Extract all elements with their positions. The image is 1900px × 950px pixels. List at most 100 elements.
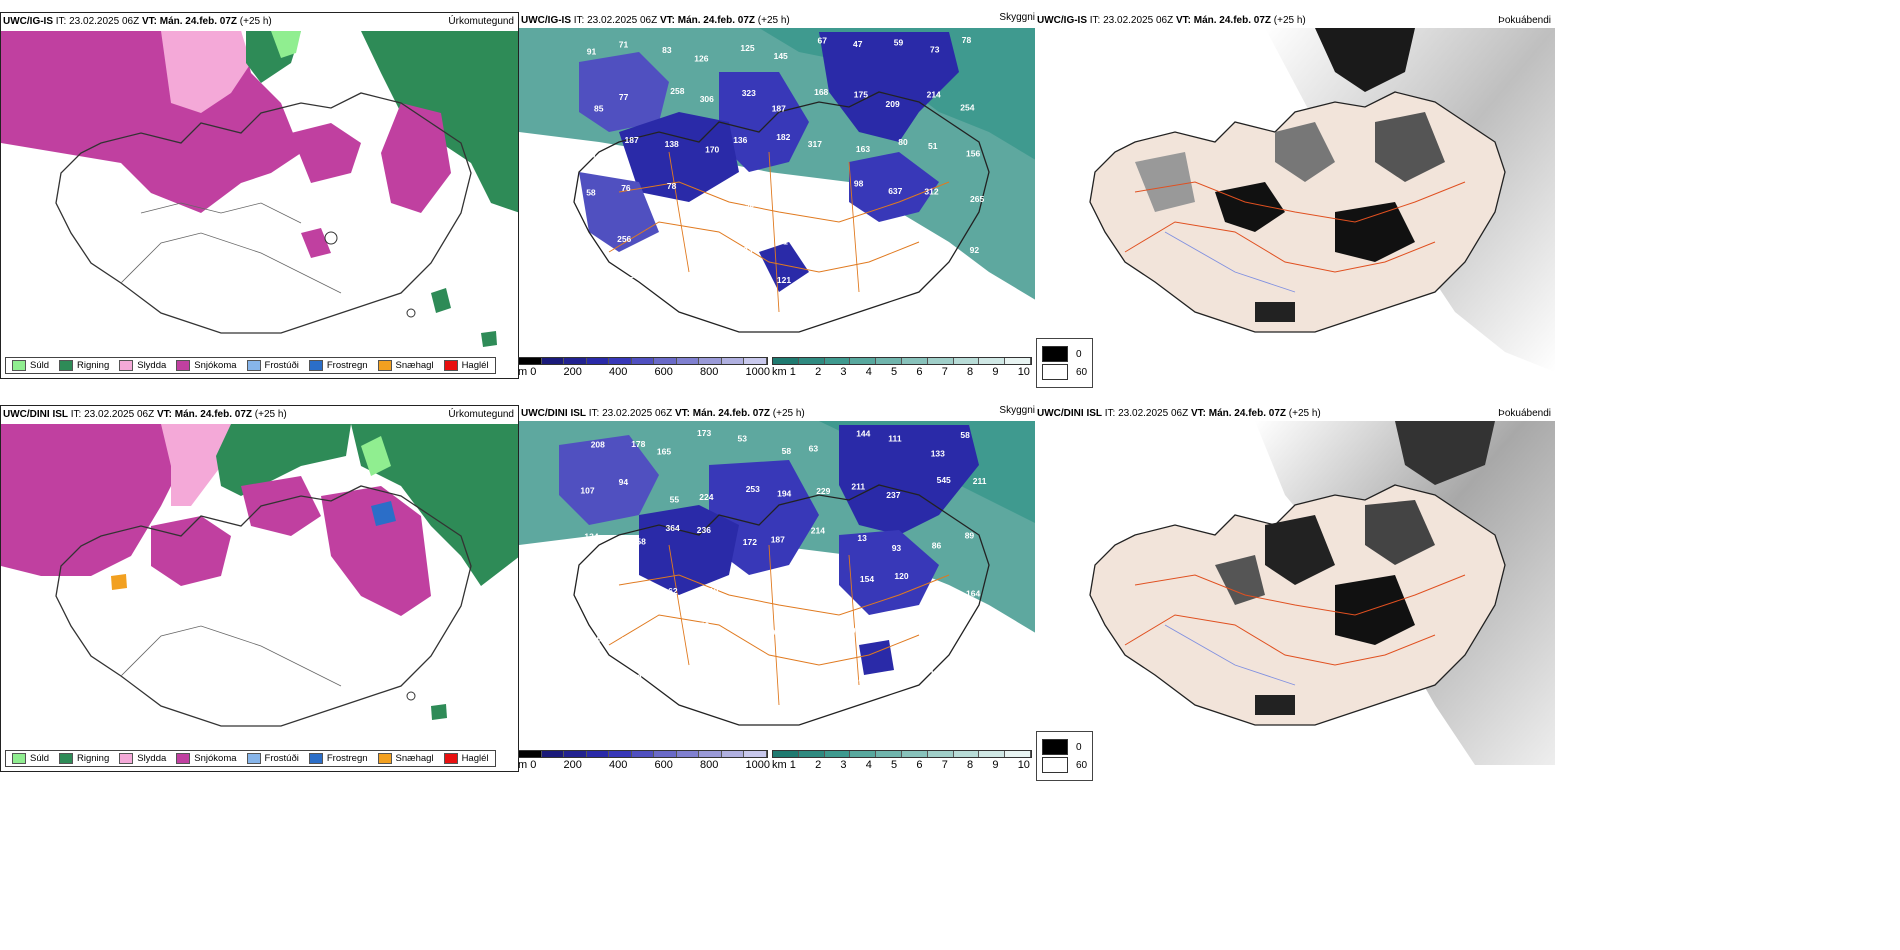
legend-swatch <box>12 360 26 371</box>
precip-value-label: 144 <box>856 428 870 438</box>
precip-value-label: 130 <box>656 275 670 285</box>
legend-swatch <box>246 753 261 764</box>
legend-item-slydda: Slydda <box>119 753 166 764</box>
precip-value-label: 98 <box>854 179 864 189</box>
precip-value-label: 175 <box>620 275 634 285</box>
precip-value-label: 209 <box>886 99 900 109</box>
precip-value-label: 58 <box>932 241 942 251</box>
precip-value-label: 138 <box>665 139 679 149</box>
precip-value-label: 317 <box>808 139 822 149</box>
precip-value-label: 71 <box>778 236 788 246</box>
precip-value-labels: 208 178 165 173 53 58 63 144 111 133 58 107 94 55 224 2… <box>580 428 986 739</box>
precip-value-label: 71 <box>619 39 629 49</box>
precip-value-label: 85 <box>859 232 869 242</box>
colorbar-segment <box>773 358 799 364</box>
precip-value-label: 26 <box>846 282 856 292</box>
precip-value-label: 58 <box>782 446 792 456</box>
precip-value-label: 224 <box>699 492 713 502</box>
legend-item-slydda: Slydda <box>119 360 166 371</box>
precip-value-label: 90 <box>851 625 861 635</box>
precip-value-label: 182 <box>776 132 790 142</box>
legend-swatch <box>119 360 134 371</box>
precip-value-label: 92 <box>970 245 980 255</box>
precip-value-label: 446 <box>656 668 670 678</box>
colorbar-segment <box>901 358 928 364</box>
colorbar-segment <box>586 751 610 757</box>
precip-value-label: 85 <box>631 582 641 592</box>
legend-swatch <box>443 753 458 764</box>
precip-value-label: 169 <box>592 633 606 643</box>
precip-value-label: 172 <box>743 537 757 547</box>
fog-swatch <box>1042 346 1068 362</box>
precip-value-label: 62 <box>823 632 833 642</box>
colorbar-segment <box>1005 358 1031 364</box>
precip-type-map <box>1 29 518 359</box>
colorbar-segment <box>744 751 768 757</box>
colorbar-segment <box>1005 751 1031 757</box>
visibility-bar <box>772 750 1032 758</box>
precip-value-label: 59 <box>894 38 904 48</box>
precip-value-label: 104 <box>620 729 634 739</box>
precip-value-label: 154 <box>860 574 874 584</box>
fog-swatch <box>1042 739 1068 755</box>
precip-value-label: 65 <box>883 229 893 239</box>
precip-value-label: 178 <box>631 439 645 449</box>
legend-swatch <box>377 753 392 764</box>
cloud-base-colorbar-row1: m 0 200 400 600 800 1000 <box>518 357 770 379</box>
precip-value-label: 51 <box>928 141 938 151</box>
colorbar-segment <box>676 751 700 757</box>
fog-label: Þokuábendi <box>1498 408 1551 419</box>
precip-type-map <box>1 422 518 752</box>
fog-legend-item: 0 <box>1042 346 1087 362</box>
precip-value-label: 81 <box>583 247 593 257</box>
precip-value-label: 111 <box>781 679 795 689</box>
precip-value-label: 545 <box>937 475 951 485</box>
precip-value-label: 67 <box>818 36 828 46</box>
colorbar-segment <box>798 358 825 364</box>
visibility-ticks: km 1 2 3 4 5 6 7 8 9 10 <box>772 759 1030 771</box>
visibility-colorbar-row2: km 1 2 3 4 5 6 7 8 9 10 <box>772 750 1034 772</box>
precip-value-label: 364 <box>666 523 680 533</box>
precip-value-label: 53 <box>738 434 748 444</box>
fog-legend-item: 0 <box>1042 739 1087 755</box>
precip-value-label: 323 <box>742 88 756 98</box>
precip-value-label: 134 <box>584 532 598 542</box>
visibility-label: Skyggni <box>999 405 1035 416</box>
precip-value-label: 73 <box>930 45 940 55</box>
precip-value-label: 96 <box>621 635 631 645</box>
cloud-base-colorbar-row2: m 0 200 400 600 800 1000 <box>518 750 770 772</box>
legend-item-sudl: Súld <box>12 753 49 764</box>
fog-legend-row2: 0 60 <box>1036 731 1094 781</box>
colorbar-segment <box>564 358 587 364</box>
precip-value-label: 259 <box>696 679 710 689</box>
precip-value-label: 136 <box>733 135 747 145</box>
precip-value-label: 77 <box>619 92 629 102</box>
precip-value-label: 110 <box>705 586 719 596</box>
precip-value-label: 962 <box>771 628 785 638</box>
fog-map <box>1035 28 1555 378</box>
legend-swatch <box>59 753 74 764</box>
precip-value-label: 150 <box>695 620 709 630</box>
precip-value-label: 76 <box>621 183 631 193</box>
precip-value-label: 89 <box>965 531 975 541</box>
fog-legend-item: 60 <box>1042 364 1087 380</box>
legend-item-haglel: Haglél <box>443 753 489 764</box>
colorbar-segment <box>876 358 902 364</box>
legend-item-snjokoma: Snjókoma <box>176 360 237 371</box>
precip-value-label: 256 <box>617 234 631 244</box>
visibility-panel-row1: UWC/IG-IS IT: 23.02.2025 06Z VT: Mán. 24… <box>519 12 1039 379</box>
precip-value-label: 126 <box>971 635 985 645</box>
precip-value-label: 170 <box>705 144 719 154</box>
legend-item-haglel: Haglél <box>443 360 489 371</box>
precip-value-label: 173 <box>697 428 711 438</box>
precip-value-label: 94 <box>619 477 629 487</box>
precip-type-label: Úrkomutegund <box>448 409 514 420</box>
precip-value-label: 89 <box>809 244 819 254</box>
precip-value-label: 258 <box>670 86 684 96</box>
legend-item-frostudi: Frostúði <box>246 753 299 764</box>
visibility-bar <box>772 357 1032 365</box>
legend-swatch <box>246 360 261 371</box>
legend-swatch <box>377 360 392 371</box>
precip-value-label: 164 <box>966 588 980 598</box>
legend-item-sudl: Súld <box>12 360 49 371</box>
